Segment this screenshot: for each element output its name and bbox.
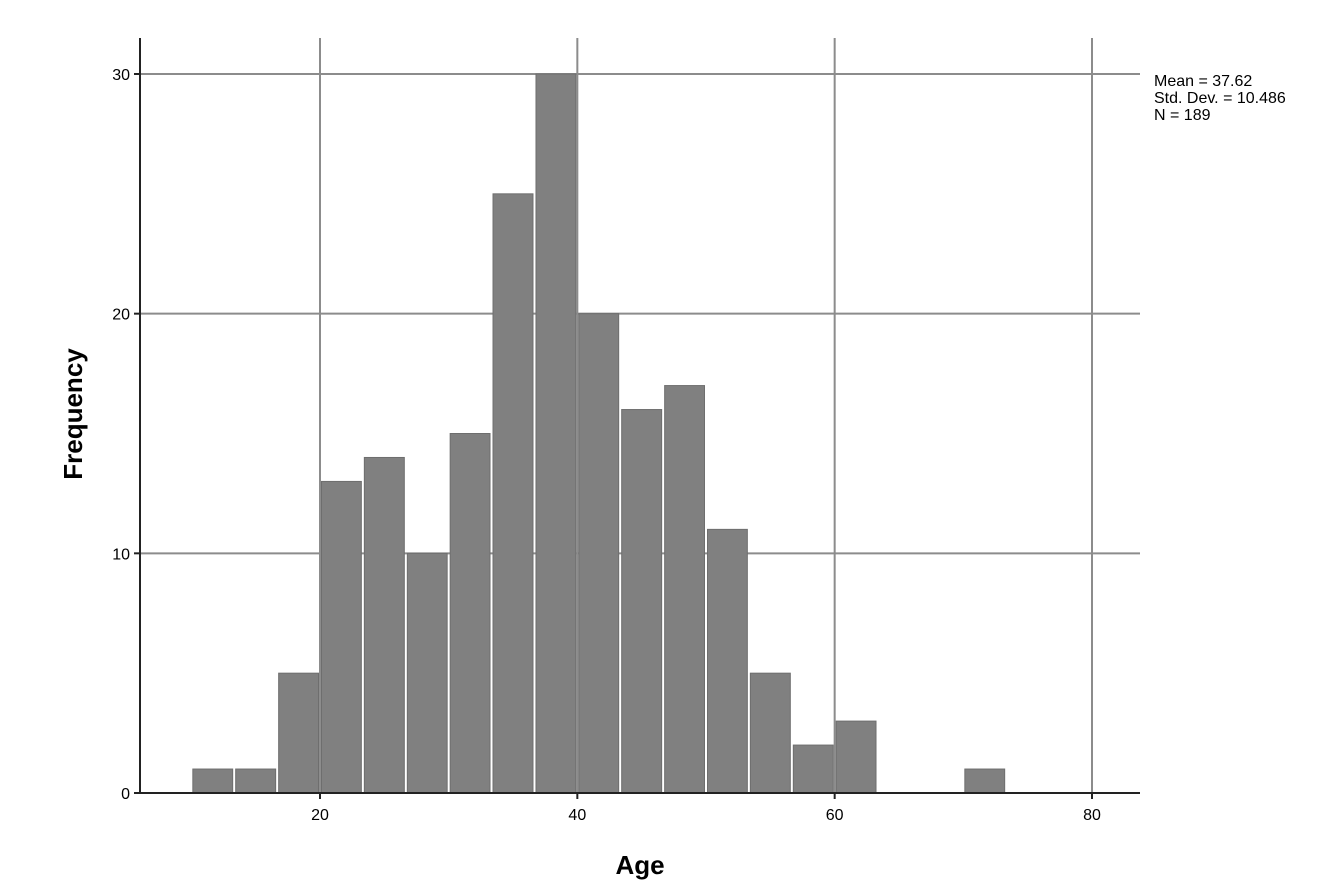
tick-labels: 0 10 20 30 20 40 60 80 (112, 67, 1101, 824)
n-stat: N = 189 (1154, 107, 1211, 124)
y-axis-title: Frequency (58, 348, 88, 480)
histogram-bar (363, 456, 405, 794)
histogram-bar (792, 744, 834, 794)
y-tick-label: 0 (121, 786, 130, 803)
histogram-bar (964, 768, 1006, 794)
mean-stat: Mean = 37.62 (1154, 73, 1253, 90)
histogram-bar (492, 193, 534, 794)
histogram-bar (749, 672, 791, 794)
x-tick-label: 60 (826, 807, 844, 824)
histogram-bar (235, 768, 277, 794)
x-tick-label: 20 (311, 807, 329, 824)
histogram-bar (321, 480, 362, 794)
y-tick-label: 10 (112, 546, 130, 563)
histogram-bar (835, 720, 877, 794)
histogram-bar (621, 409, 663, 794)
axes (139, 38, 1140, 794)
histogram-bar (449, 433, 491, 794)
histogram-bar (535, 73, 577, 794)
summary-statistics: Mean = 37.62 Std. Dev. = 10.486 N = 189 (1154, 73, 1286, 124)
histogram-bar (578, 313, 620, 794)
histogram-bar (192, 768, 234, 794)
x-tick-label: 40 (568, 807, 586, 824)
histogram-bar (707, 528, 748, 794)
histogram-bar (406, 552, 448, 794)
std-dev-stat: Std. Dev. = 10.486 (1154, 90, 1286, 107)
y-tick-label: 30 (112, 67, 130, 84)
x-axis-title: Age (615, 850, 664, 880)
histogram-bar (664, 385, 705, 794)
histogram-bar (278, 672, 319, 794)
y-tick-label: 20 (112, 307, 130, 324)
histogram-bars (192, 73, 1006, 794)
x-tick-label: 80 (1083, 807, 1101, 824)
grid-lines (140, 38, 1140, 793)
